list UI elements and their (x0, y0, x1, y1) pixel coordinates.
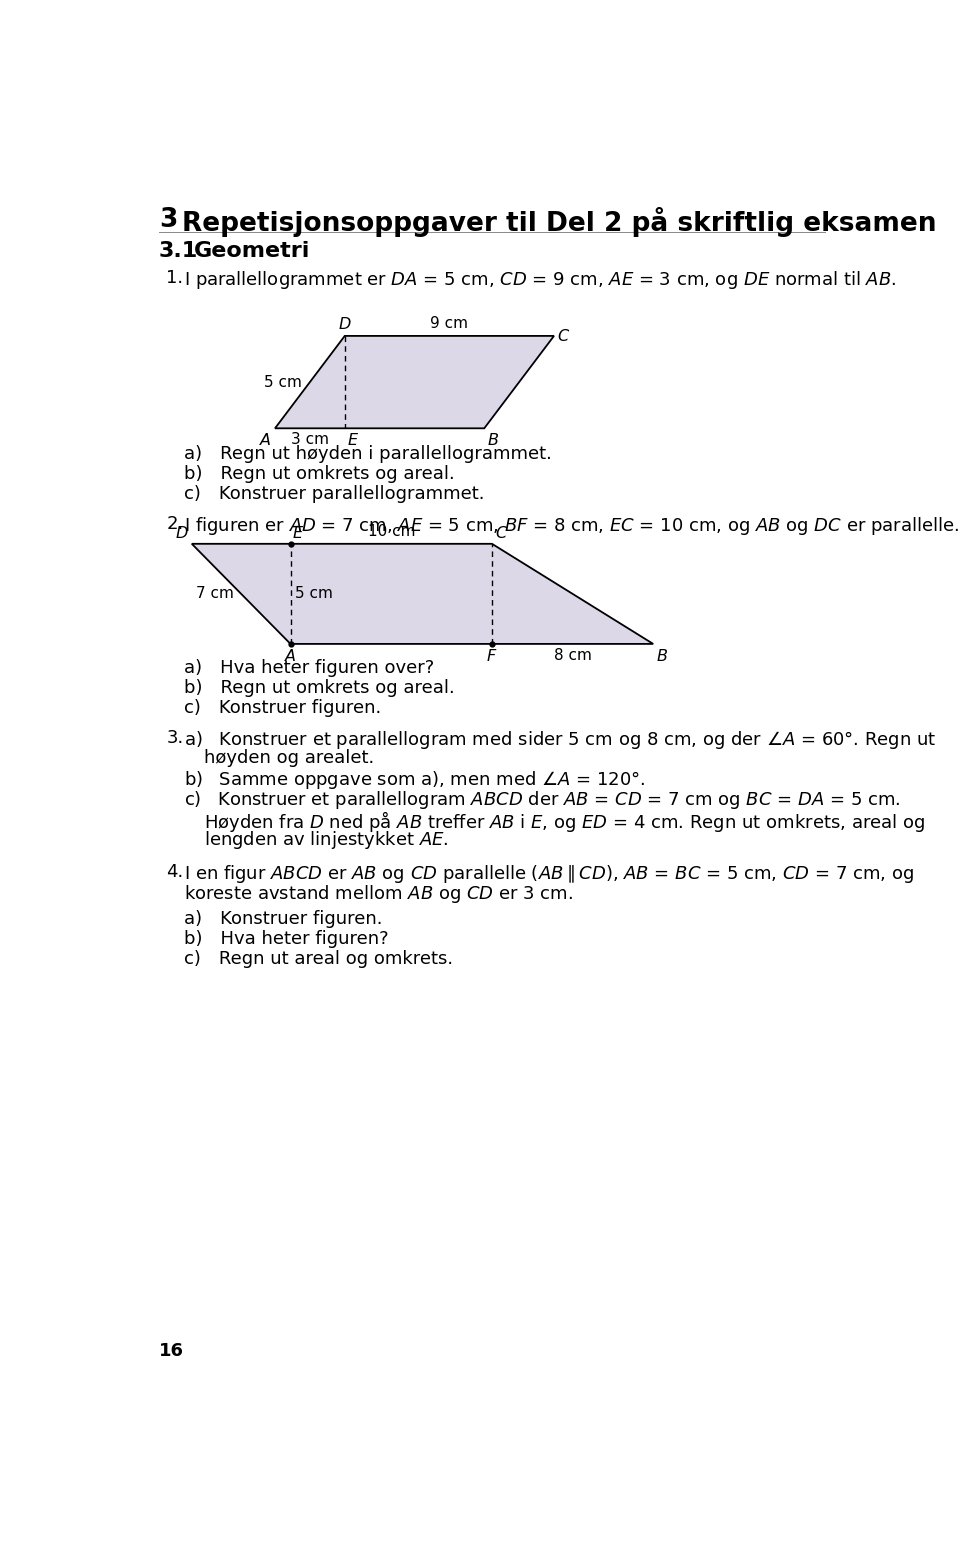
Text: 3 cm: 3 cm (291, 432, 329, 447)
Text: b)$\;$  Samme oppgave som a), men med $\angle A$ = 120°.: b)$\;$ Samme oppgave som a), men med $\a… (184, 769, 646, 791)
Text: $D$: $D$ (338, 316, 351, 333)
Text: 2.: 2. (166, 514, 183, 533)
Text: 5 cm: 5 cm (295, 587, 333, 601)
Text: 3.: 3. (166, 729, 183, 746)
Text: 9 cm: 9 cm (430, 316, 468, 331)
Text: c) Regn ut areal og omkrets.: c) Regn ut areal og omkrets. (184, 949, 453, 968)
Text: I en figur $ABCD$ er $AB$ og $CD$ parallelle ($AB \parallel CD$), $AB$ = $BC$ = : I en figur $ABCD$ er $AB$ og $CD$ parall… (184, 864, 914, 885)
Text: 5 cm: 5 cm (264, 375, 302, 390)
Text: c) Konstruer parallellogrammet.: c) Konstruer parallellogrammet. (184, 485, 485, 503)
Text: høyden og arealet.: høyden og arealet. (204, 749, 374, 766)
Text: Repetisjonsoppgaver til Del 2 på skriftlig eksamen: Repetisjonsoppgaver til Del 2 på skriftl… (182, 207, 937, 237)
Text: 7 cm: 7 cm (196, 587, 233, 601)
Text: 1.: 1. (166, 269, 183, 286)
Text: I parallellogrammet er $DA$ = 5 cm, $CD$ = 9 cm, $AE$ = 3 cm, og $DE$ normal til: I parallellogrammet er $DA$ = 5 cm, $CD$… (184, 269, 897, 291)
Text: $D$: $D$ (175, 525, 189, 540)
Text: c) Konstruer figuren.: c) Konstruer figuren. (184, 700, 381, 717)
Text: $E$: $E$ (348, 432, 359, 449)
Text: koreste avstand mellom $AB$ og $CD$ er 3 cm.: koreste avstand mellom $AB$ og $CD$ er 3… (184, 884, 573, 906)
Text: $B$: $B$ (657, 647, 668, 664)
Text: $F$: $F$ (487, 647, 497, 664)
Text: $A$: $A$ (284, 647, 297, 664)
Polygon shape (275, 336, 554, 429)
Text: $E$: $E$ (292, 525, 304, 540)
Text: 3: 3 (158, 207, 178, 234)
Text: 8 cm: 8 cm (554, 647, 591, 663)
Text: lengden av linjestykket $AE$.: lengden av linjestykket $AE$. (204, 828, 448, 851)
Text: $B$: $B$ (488, 432, 499, 449)
Text: a) Konstruer figuren.: a) Konstruer figuren. (184, 910, 383, 927)
Text: b) Regn ut omkrets og areal.: b) Regn ut omkrets og areal. (184, 466, 455, 483)
Text: Høyden fra $D$ ned på $AB$ treffer $AB$ i $E$, og $ED$ = 4 cm. Regn ut omkrets, : Høyden fra $D$ ned på $AB$ treffer $AB$ … (204, 808, 924, 834)
Text: 4.: 4. (166, 864, 183, 881)
Text: 16: 16 (158, 1342, 183, 1361)
Text: $A$: $A$ (259, 432, 272, 449)
Text: b) Regn ut omkrets og areal.: b) Regn ut omkrets og areal. (184, 680, 455, 697)
Text: Geometri: Geometri (194, 241, 310, 262)
Polygon shape (192, 543, 653, 644)
Text: $C$: $C$ (495, 525, 508, 540)
Text: a) Hva heter figuren over?: a) Hva heter figuren over? (184, 659, 435, 678)
Text: a) Regn ut høyden i parallellogrammet.: a) Regn ut høyden i parallellogrammet. (184, 446, 552, 463)
Text: c)$\;$  Konstruer et parallellogram $ABCD$ der $AB$ = $CD$ = 7 cm og $BC$ = $DA$: c)$\;$ Konstruer et parallellogram $ABCD… (184, 788, 900, 811)
Text: a)$\;$  Konstruer et parallellogram med sider 5 cm og 8 cm, og der $\angle A$ = : a)$\;$ Konstruer et parallellogram med s… (184, 729, 937, 751)
Text: b) Hva heter figuren?: b) Hva heter figuren? (184, 930, 389, 947)
Text: I figuren er $AD$ = 7 cm, $AE$ = 5 cm, $BF$ = 8 cm, $EC$ = 10 cm, og $AB$ og $DC: I figuren er $AD$ = 7 cm, $AE$ = 5 cm, $… (184, 514, 959, 537)
Text: 3.1: 3.1 (158, 241, 198, 262)
Text: $C$: $C$ (557, 328, 570, 344)
Text: 10 cm: 10 cm (368, 525, 415, 539)
